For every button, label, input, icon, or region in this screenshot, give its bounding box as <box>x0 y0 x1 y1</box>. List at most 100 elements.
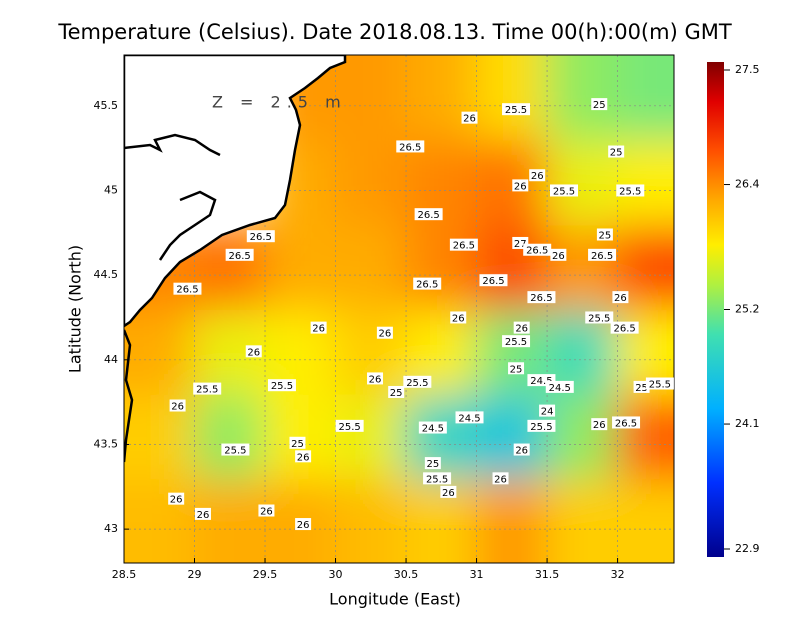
contour-label: 26 <box>463 114 476 125</box>
y-tick-label: 43.5 <box>94 437 119 450</box>
x-tick-label: 28.5 <box>112 568 137 581</box>
contour-label: 25 <box>390 388 403 399</box>
field-cell <box>264 477 337 563</box>
field-cell <box>264 392 337 480</box>
contour-label: 26 <box>442 488 455 499</box>
contour-label-box <box>449 238 478 251</box>
contour-label-box <box>539 404 556 417</box>
x-tick-label: 29.5 <box>253 568 278 581</box>
contour-label-box <box>455 411 484 424</box>
x-tick-label: 32 <box>611 568 625 581</box>
contour-label: 26 <box>593 420 606 431</box>
field-cell <box>334 138 408 226</box>
field-cell <box>124 477 196 563</box>
contour-label: 25 <box>291 439 304 450</box>
coastline <box>124 55 347 463</box>
depth-annotation: Z = 2.5 m <box>212 93 347 112</box>
contour-label: 24.5 <box>422 424 444 435</box>
contour-label: 25.5 <box>505 337 527 348</box>
field-cell <box>334 392 408 480</box>
contour-label-box <box>169 399 186 412</box>
contour-label: 26.5 <box>417 210 439 221</box>
contour-label-box <box>418 421 447 434</box>
contour-label-box <box>221 443 250 456</box>
x-tick-label: 31.5 <box>535 568 560 581</box>
contour-label: 26.5 <box>229 251 251 262</box>
field-cell <box>616 223 674 310</box>
field-cell <box>334 223 408 310</box>
contour-label-box <box>591 98 608 111</box>
contour-label: 25.5 <box>619 186 641 197</box>
contour-label-box <box>608 145 625 158</box>
field-cell <box>546 138 619 226</box>
colorbar-scale <box>707 62 724 557</box>
contour-label-box <box>246 230 275 243</box>
contour-label-box <box>588 248 617 261</box>
contour-label-box <box>612 416 641 429</box>
contour-label-box <box>527 419 556 432</box>
contour-label: 25.5 <box>271 381 293 392</box>
contour-label: 25 <box>610 148 623 159</box>
field-cell <box>546 392 619 480</box>
contour-label-box <box>513 321 530 334</box>
contour-label: 26.5 <box>416 280 438 291</box>
contour-label-box <box>388 385 405 398</box>
contour-label-box <box>616 184 645 197</box>
contour-label-box <box>414 208 443 221</box>
contour-label-box <box>423 472 452 485</box>
contour-label: 25.5 <box>426 474 448 485</box>
contour-label: 25.5 <box>553 186 575 197</box>
x-tick-label: 29 <box>188 568 202 581</box>
contour-label: 25.5 <box>530 422 552 433</box>
contour-label-box <box>194 507 211 520</box>
contour-label-box <box>295 450 312 463</box>
contour-label: 25.5 <box>224 446 246 457</box>
contour-label: 24.5 <box>530 376 552 387</box>
contour-label-box <box>450 311 467 324</box>
contour-label-box <box>310 321 327 334</box>
field-cell <box>546 55 619 141</box>
contour-label: 26 <box>379 329 392 340</box>
contour-label: 26 <box>247 347 260 358</box>
y-tick-label: 45.5 <box>94 99 119 112</box>
colorbar-tick-label: 25.2 <box>735 303 760 316</box>
contour-label: 26 <box>312 324 325 335</box>
contour-label-box <box>585 311 614 324</box>
contour-label-box <box>513 443 530 456</box>
contour-label: 26 <box>515 324 528 335</box>
contour-label: 27 <box>514 239 527 250</box>
contour-label: 25.5 <box>339 422 361 433</box>
contour-label-box <box>225 248 254 261</box>
contour-label-box <box>502 335 531 348</box>
y-tick-label: 44 <box>104 353 118 366</box>
contour-label-box <box>245 345 262 358</box>
plot-frame <box>123 54 675 564</box>
field-cell <box>193 392 267 480</box>
contour-label: 25 <box>635 383 648 394</box>
colorbar-tick-label: 27.5 <box>735 63 760 76</box>
contour-label: 26.5 <box>530 293 552 304</box>
field-cell <box>475 138 549 226</box>
colorbar-tick-label: 22.9 <box>735 542 760 555</box>
contour-label-box <box>512 179 529 192</box>
temperature-field <box>124 55 674 563</box>
contour-label-box <box>267 379 296 392</box>
field-cell <box>616 392 674 480</box>
contour-label-box <box>403 375 432 388</box>
y-tick-label: 45 <box>104 183 118 196</box>
contour-label: 26 <box>515 446 528 457</box>
contour-label: 26.5 <box>250 232 272 243</box>
contour-label-box <box>258 504 275 517</box>
contour-label-box <box>376 326 393 339</box>
contour-label: 26 <box>197 510 210 521</box>
contour-label: 26 <box>297 520 310 531</box>
y-tick-label: 43 <box>104 522 118 535</box>
contour-label-box <box>492 472 509 485</box>
contour-label-box <box>193 382 222 395</box>
contour-label: 26.5 <box>526 246 548 257</box>
contour-label-box <box>527 291 556 304</box>
contour-label-box <box>612 291 629 304</box>
contour-label: 26.5 <box>614 324 636 335</box>
contour-label: 25.5 <box>588 313 610 324</box>
